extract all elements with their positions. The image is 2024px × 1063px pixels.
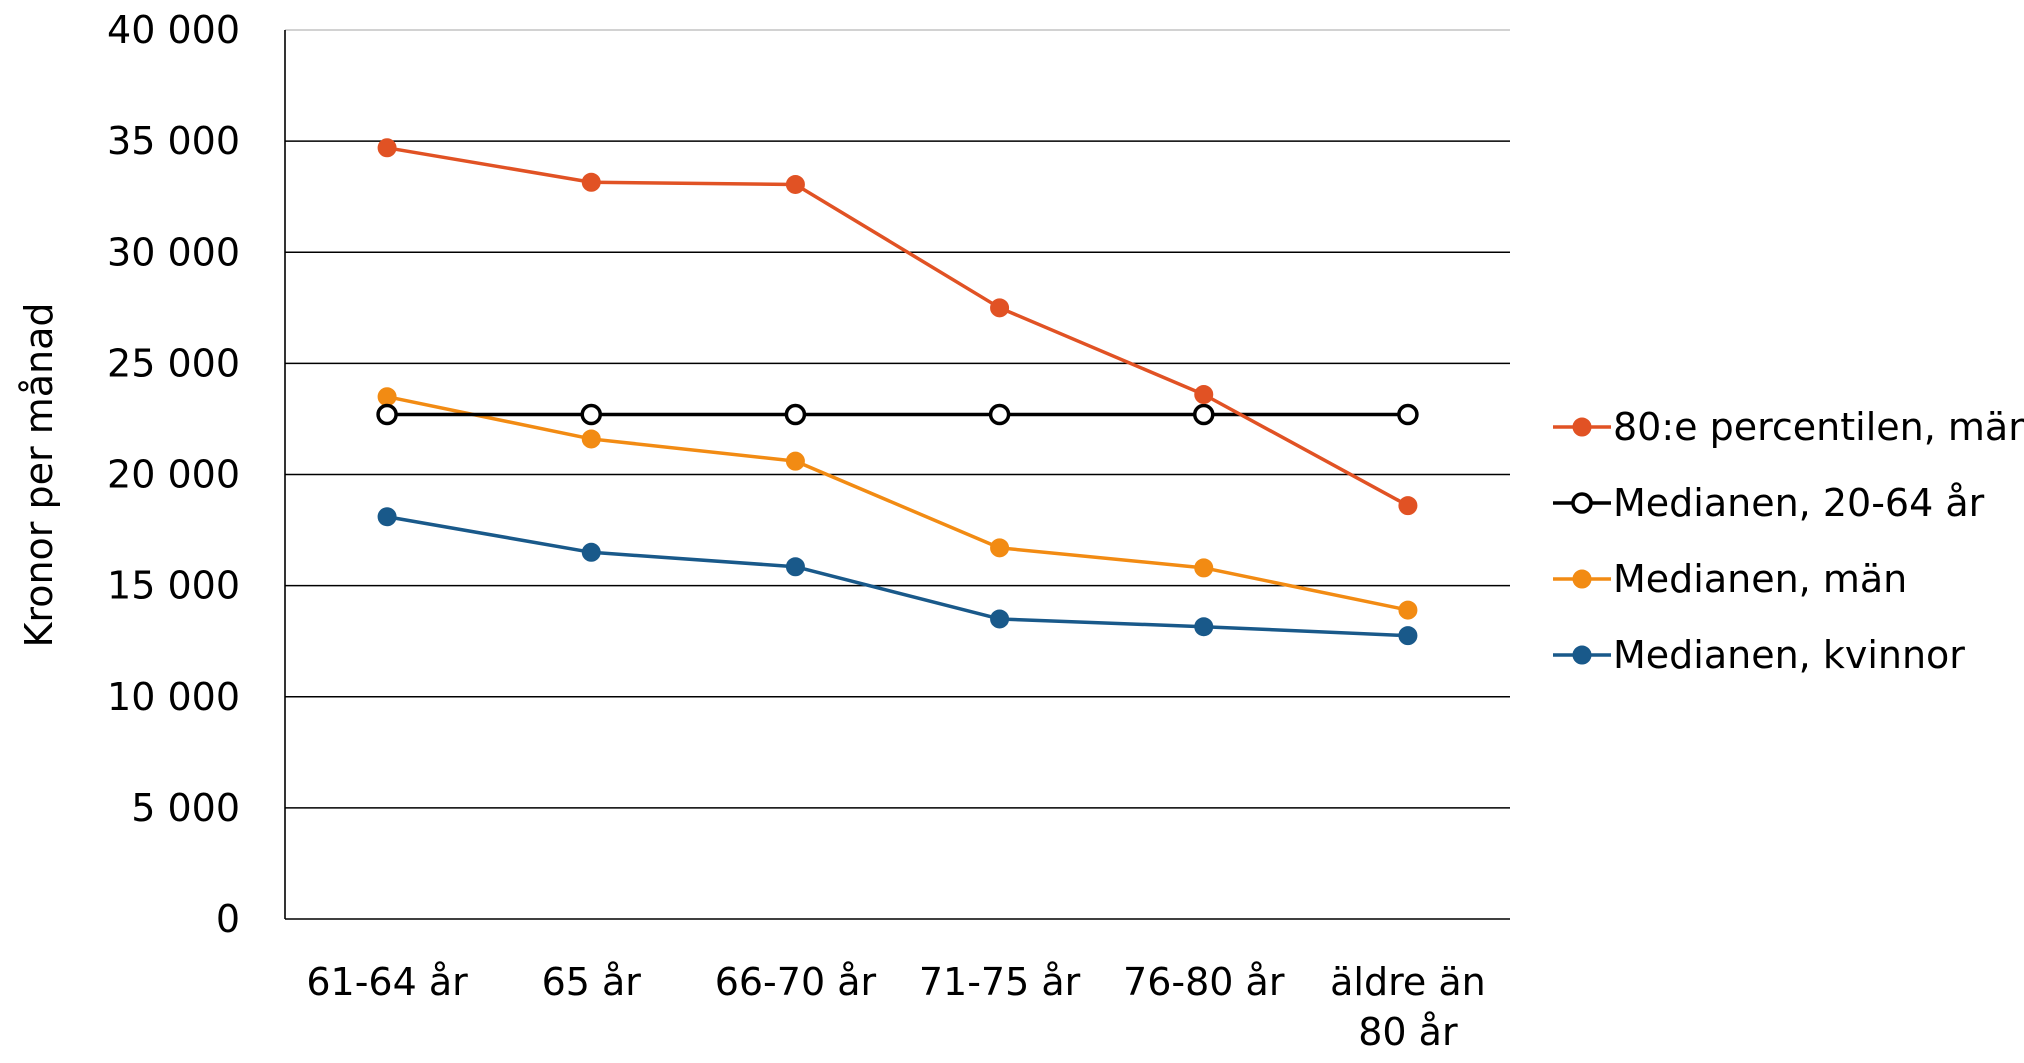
y-tick-labels: 0 5 000 10 000 15 000 20 000 25 000 30 000 35 0… [107,8,240,941]
legend-swatch-marker [1572,645,1592,665]
axes [284,30,1510,920]
data-point [1398,496,1418,516]
y-tick-label: 0 [216,897,240,941]
legend: 80:e percentilen, män Medianen, 20-64 år M… [1553,405,2024,677]
y-tick-label: 25 000 [107,341,240,385]
legend-entry: 80:e percentilen, män [1553,405,2024,449]
x-tick-label: 61-64 år [306,960,468,1004]
x-tick-label: 66-70 år [715,960,877,1004]
data-point [990,538,1010,558]
data-point [1193,403,1215,426]
data-point [1398,600,1418,620]
data-point [990,298,1010,318]
data-point [581,542,601,562]
data-point [377,138,397,158]
series-group [376,403,1419,426]
y-tick-label: 40 000 [107,8,240,52]
data-point [990,609,1010,629]
legend-entry: Medianen, 20-64 år [1553,481,1985,525]
legend-entry: Medianen, män [1553,557,1907,601]
legend-label: Medianen, kvinnor [1613,633,1965,677]
series-line [386,515,1408,638]
data-point [580,403,602,426]
data-point [377,387,397,407]
series-group [377,507,1418,646]
legend-entry: Medianen, kvinnor [1553,633,1965,677]
series-line [386,394,1409,612]
data-point [1398,626,1418,646]
y-tick-label: 20 000 [107,453,240,497]
x-tick-label: äldre än 80 år [1330,960,1486,1054]
legend-label: 80:e percentilen, män [1613,405,2024,449]
legend-swatch-marker [1572,417,1592,437]
data-point [581,429,601,449]
x-tick-label: 71-75 år [919,960,1081,1004]
x-tick-label: 76-80 år [1123,960,1285,1004]
series-group [377,387,1418,620]
data-point [988,403,1011,426]
legend-swatch-marker [1572,569,1592,589]
series-line [386,146,1409,508]
y-axis-title: Kronor per månad [17,303,61,648]
data-point [376,403,398,426]
x-tick-labels: 61-64 år 65 år 66-70 år 71-75 år 76-80 år äld… [306,960,1485,1054]
x-tick-label: 65 år [542,960,642,1004]
legend-label: Medianen, män [1613,557,1907,601]
y-tick-label: 10 000 [107,675,240,719]
y-tick-label: 5 000 [131,786,240,830]
data-point [1194,617,1214,637]
data-point [1194,558,1214,578]
y-tick-label: 15 000 [107,564,240,608]
data-point [784,403,807,426]
data-point [377,507,397,527]
data-point [785,451,805,471]
legend-label: Medianen, 20-64 år [1613,481,1985,525]
y-tick-label: 30 000 [107,230,240,274]
gridlines [285,29,1510,809]
series-group [377,138,1418,516]
data-point [1397,403,1419,426]
data-point [581,172,601,192]
legend-swatch-marker [1571,492,1593,514]
data-point [785,557,805,577]
data-point [785,174,805,194]
y-tick-label: 35 000 [107,119,240,163]
data-point [1194,384,1214,404]
series-lines [376,138,1419,646]
